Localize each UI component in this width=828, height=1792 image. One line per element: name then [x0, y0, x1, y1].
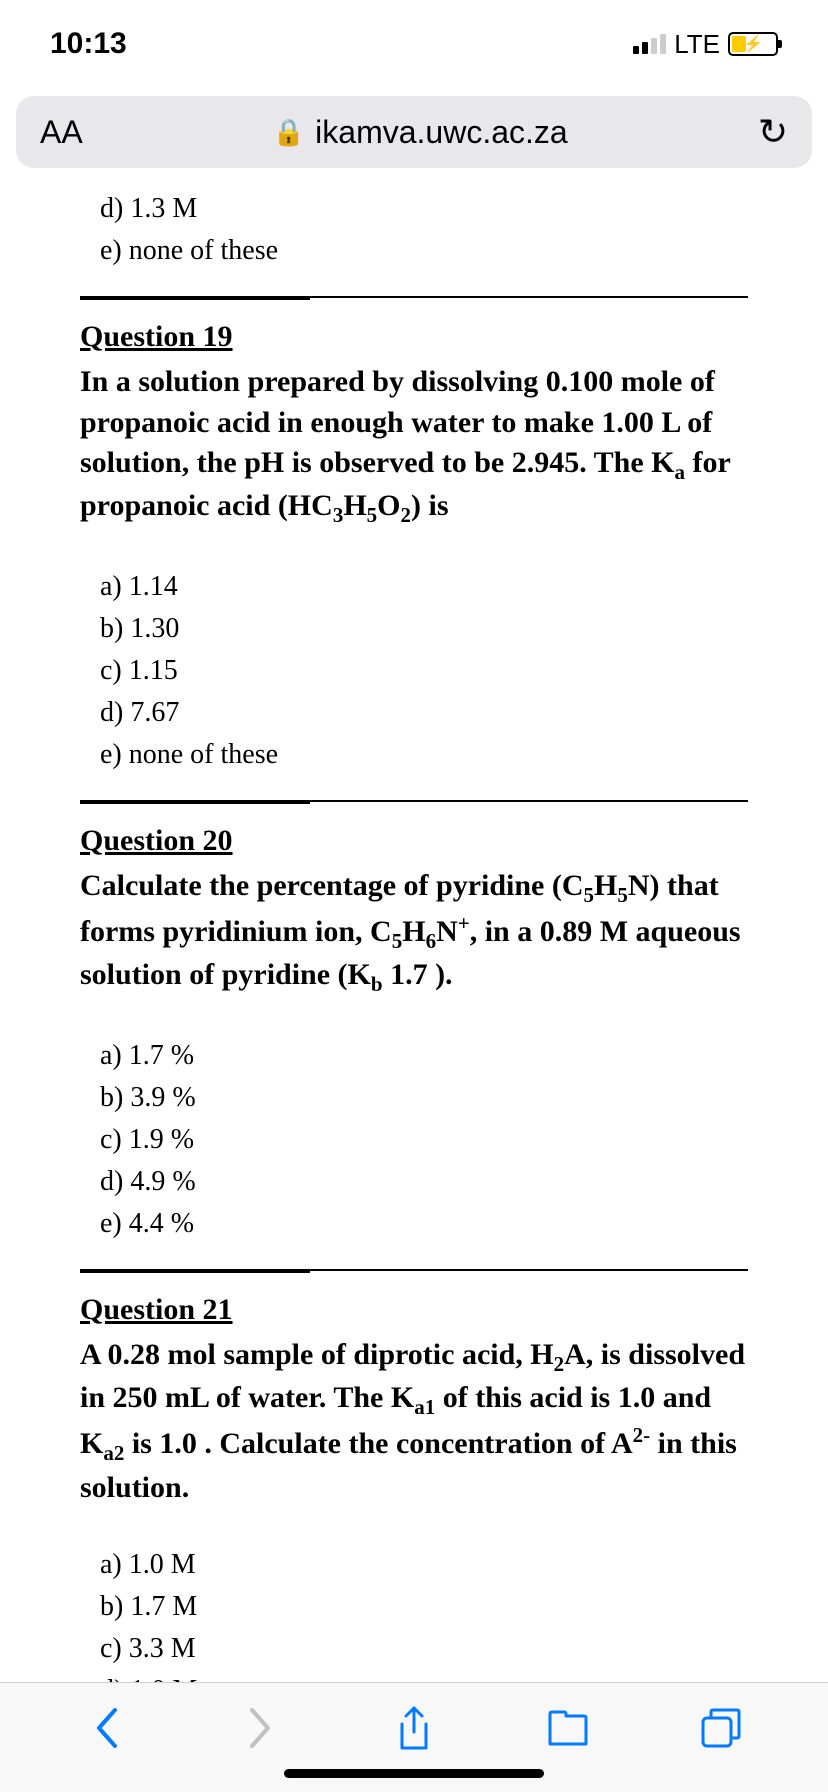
option-e: e) 4.4 %: [100, 1203, 748, 1245]
lock-icon: 🔒: [273, 117, 305, 148]
option-a: a) 1.14: [100, 566, 748, 608]
question-19: Question 19 In a solution prepared by di…: [80, 320, 748, 776]
option-e: e) none of these: [100, 734, 748, 776]
question-21: Question 21 A 0.28 mol sample of diproti…: [80, 1293, 748, 1682]
page-content: d) 1.3 M e) none of these Question 19 In…: [0, 168, 828, 1682]
question-options: a) 1.7 % b) 3.9 % c) 1.9 % d) 4.9 % e) 4…: [80, 1035, 748, 1245]
option-e: e) none of these: [100, 230, 748, 272]
divider-short: [80, 802, 310, 804]
divider-short: [80, 298, 310, 300]
question-title: Question 21: [80, 1293, 748, 1327]
battery-icon: ⚡: [728, 32, 778, 56]
option-b: b) 1.30: [100, 608, 748, 650]
home-indicator[interactable]: [284, 1769, 544, 1778]
status-time: 10:13: [50, 27, 127, 61]
option-d: d) 1.0 M: [100, 1670, 748, 1682]
share-button[interactable]: [384, 1698, 444, 1758]
status-right: LTE ⚡: [633, 29, 778, 60]
question-options: a) 1.14 b) 1.30 c) 1.15 d) 7.67 e) none …: [80, 566, 748, 776]
signal-icon: [633, 34, 666, 54]
option-b: b) 1.7 M: [100, 1586, 748, 1628]
option-a: a) 1.7 %: [100, 1035, 748, 1077]
option-b: b) 3.9 %: [100, 1077, 748, 1119]
text-size-button[interactable]: AA: [40, 114, 83, 151]
url-section[interactable]: 🔒 ikamva.uwc.ac.za: [83, 114, 758, 151]
url-text: ikamva.uwc.ac.za: [315, 114, 568, 151]
question-text: In a solution prepared by dissolving 0.1…: [80, 362, 748, 530]
question-20: Question 20 Calculate the percentage of …: [80, 824, 748, 1245]
question-text: Calculate the percentage of pyridine (C5…: [80, 866, 748, 999]
question-text: A 0.28 mol sample of diprotic acid, H2A,…: [80, 1335, 748, 1509]
divider-short: [80, 1271, 310, 1273]
option-d: d) 4.9 %: [100, 1161, 748, 1203]
bookmarks-button[interactable]: [538, 1698, 598, 1758]
question-title: Question 19: [80, 320, 748, 354]
option-d: d) 7.67: [100, 692, 748, 734]
option-c: c) 3.3 M: [100, 1628, 748, 1670]
option-c: c) 1.15: [100, 650, 748, 692]
network-label: LTE: [674, 29, 720, 60]
option-c: c) 1.9 %: [100, 1119, 748, 1161]
question-title: Question 20: [80, 824, 748, 858]
option-d: d) 1.3 M: [100, 188, 748, 230]
question-options: a) 1.0 M b) 1.7 M c) 3.3 M d) 1.0 M e) 1…: [80, 1544, 748, 1682]
tabs-button[interactable]: [691, 1698, 751, 1758]
back-button[interactable]: [77, 1698, 137, 1758]
forward-button[interactable]: [230, 1698, 290, 1758]
partial-question-options: d) 1.3 M e) none of these: [80, 188, 748, 272]
address-bar[interactable]: AA 🔒 ikamva.uwc.ac.za ↻: [16, 96, 812, 168]
option-a: a) 1.0 M: [100, 1544, 748, 1586]
reload-button[interactable]: ↻: [758, 111, 788, 153]
status-bar: 10:13 LTE ⚡: [0, 0, 828, 88]
